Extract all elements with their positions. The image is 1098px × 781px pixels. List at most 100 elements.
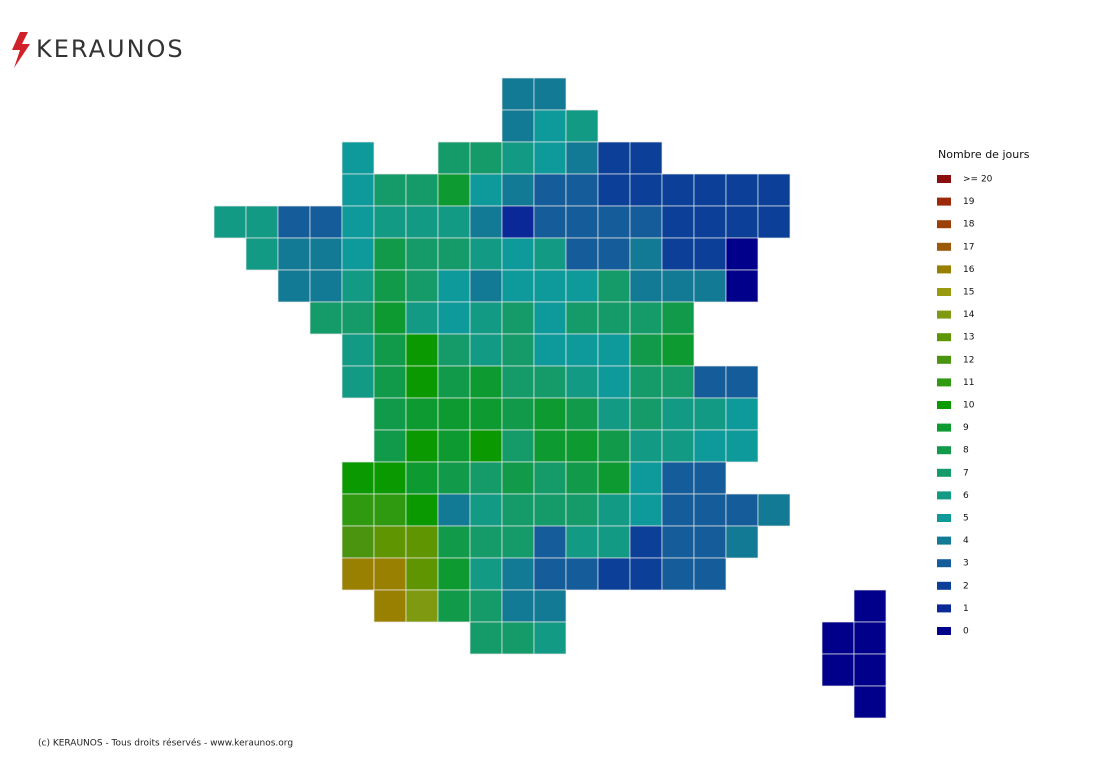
legend-swatch: [937, 355, 951, 364]
legend-swatch: [937, 536, 951, 545]
department-cell: [565, 365, 599, 399]
legend-swatch: [937, 220, 951, 229]
department-cell: [661, 237, 695, 271]
department-cell: [725, 269, 759, 303]
department-cell: [437, 525, 471, 559]
legend-swatch: [937, 242, 951, 251]
department-cell: [501, 77, 535, 111]
department-cell: [629, 525, 663, 559]
department-cell: [501, 301, 535, 335]
department-cell: [469, 237, 503, 271]
department-cell: [597, 237, 631, 271]
department-cell: [597, 205, 631, 239]
department-cell: [373, 205, 407, 239]
department-cell: [821, 653, 855, 687]
department-cell: [501, 237, 535, 271]
department-cell: [629, 173, 663, 207]
department-cell: [501, 333, 535, 367]
department-cell: [533, 173, 567, 207]
legend-swatch: [937, 604, 951, 613]
department-cell: [725, 493, 759, 527]
department-cell: [373, 269, 407, 303]
legend-swatch: [937, 446, 951, 455]
department-cell: [853, 685, 887, 719]
department-cell: [501, 205, 535, 239]
legend-swatch: [937, 288, 951, 296]
department-cell: [501, 525, 535, 559]
department-cell: [533, 365, 567, 399]
department-cell: [725, 173, 759, 207]
legend-label: >= 20: [963, 175, 993, 185]
department-cell: [309, 301, 343, 335]
department-cell: [629, 429, 663, 463]
department-cell: [853, 621, 887, 655]
department-cell: [725, 525, 759, 559]
department-cell: [309, 269, 343, 303]
legend-label: 19: [963, 197, 975, 207]
department-cell: [437, 493, 471, 527]
department-cell: [629, 333, 663, 367]
department-cell: [405, 589, 439, 623]
department-cell: [565, 557, 599, 591]
department-cell: [341, 301, 375, 335]
department-cell: [277, 205, 311, 239]
department-cell: [437, 269, 471, 303]
department-cell: [341, 141, 375, 175]
department-cell: [405, 237, 439, 271]
legend-label: 15: [963, 288, 974, 298]
department-cell: [533, 493, 567, 527]
legend-swatch: [937, 333, 951, 342]
legend-label: 5: [963, 514, 969, 524]
department-cell: [501, 109, 535, 143]
department-cell: [341, 557, 375, 591]
legend-label: 13: [963, 333, 974, 343]
department-cell: [373, 237, 407, 271]
department-cell: [597, 365, 631, 399]
legend-label: 12: [963, 355, 974, 365]
department-cell: [597, 301, 631, 335]
department-cell: [533, 301, 567, 335]
department-cell: [437, 461, 471, 495]
department-cell: [277, 269, 311, 303]
department-cell: [501, 269, 535, 303]
department-cell: [469, 621, 503, 655]
department-cell: [373, 557, 407, 591]
department-cell: [661, 205, 695, 239]
legend-swatch: [937, 310, 951, 319]
department-cell: [469, 429, 503, 463]
department-cell: [373, 493, 407, 527]
department-cell: [341, 365, 375, 399]
department-cell: [501, 493, 535, 527]
department-cell: [565, 173, 599, 207]
department-cell: [405, 525, 439, 559]
department-cell: [341, 333, 375, 367]
department-cell: [533, 621, 567, 655]
department-cell: [853, 653, 887, 687]
department-cell: [629, 269, 663, 303]
department-cell: [533, 397, 567, 431]
department-cell: [341, 493, 375, 527]
department-cell: [725, 365, 759, 399]
department-cell: [405, 429, 439, 463]
department-cell: [437, 333, 471, 367]
department-cell: [661, 461, 695, 495]
department-cell: [693, 525, 727, 559]
department-cell: [245, 205, 279, 239]
department-cell: [341, 461, 375, 495]
department-cell: [501, 365, 535, 399]
department-cell: [405, 301, 439, 335]
department-cell: [309, 205, 343, 239]
department-cell: [693, 557, 727, 591]
department-cell: [597, 429, 631, 463]
department-cell: [501, 141, 535, 175]
department-cell: [757, 173, 791, 207]
department-cell: [597, 493, 631, 527]
department-cell: [565, 237, 599, 271]
department-cell: [373, 365, 407, 399]
legend-swatch: [937, 378, 951, 387]
department-cell: [341, 205, 375, 239]
department-cell: [469, 269, 503, 303]
department-cell: [469, 205, 503, 239]
department-cell: [661, 493, 695, 527]
department-cell: [469, 397, 503, 431]
